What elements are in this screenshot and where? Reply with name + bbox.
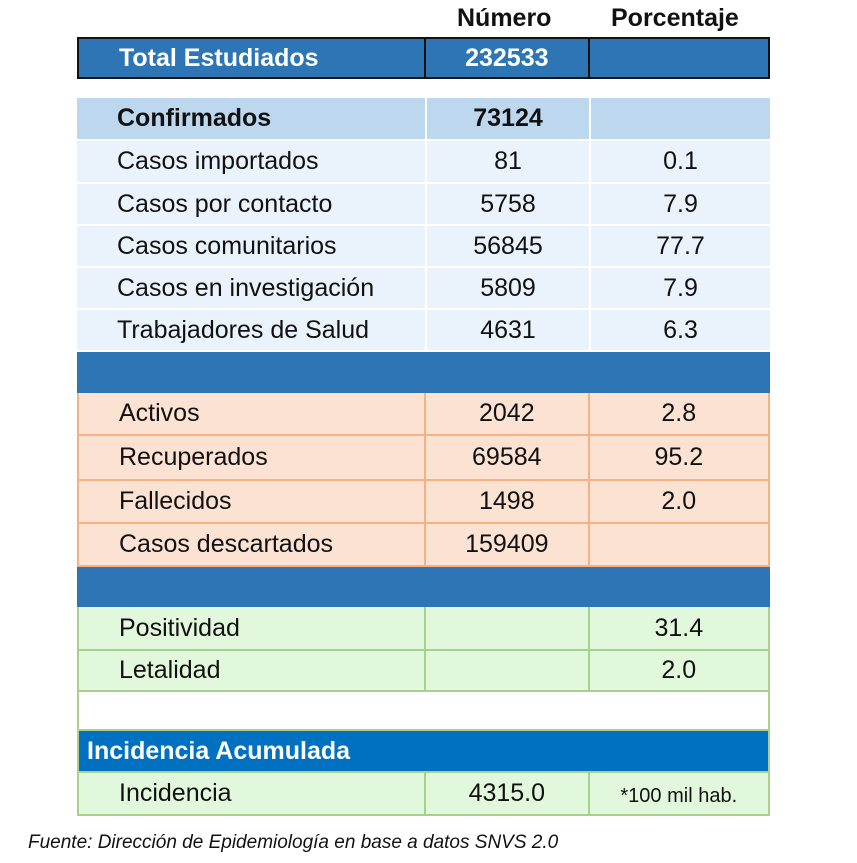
- row-numero: 1498: [426, 481, 590, 522]
- table-row: Activos 2042 2.8: [77, 393, 770, 436]
- row-porcentaje: 0.1: [663, 147, 698, 175]
- row-numero: 5809: [427, 268, 591, 308]
- row-numero: 73124: [427, 98, 591, 139]
- empty-row: [77, 692, 770, 731]
- table-row: Casos por contacto 5758 7.9: [77, 184, 770, 226]
- row-unit: *100 mil hab.: [620, 785, 738, 807]
- row-porcentaje: [590, 39, 768, 77]
- row-numero: 4631: [427, 310, 591, 350]
- row-numero: [426, 607, 590, 649]
- row-numero: [426, 651, 590, 690]
- section-title: Incidencia Acumulada: [87, 736, 351, 765]
- total-row: Total Estudiados 232533: [77, 37, 770, 79]
- row-label: Casos comunitarios: [77, 226, 427, 266]
- column-header-numero: Número: [457, 4, 552, 32]
- row-numero: 159409: [426, 524, 590, 565]
- row-porcentaje: 31.4: [654, 613, 704, 642]
- row-numero: 5758: [427, 184, 591, 224]
- row-porcentaje: 7.9: [663, 273, 698, 302]
- table-row: Recuperados 69584 95.2: [77, 436, 770, 481]
- row-porcentaje: 2.0: [661, 656, 697, 684]
- row-porcentaje: [590, 524, 768, 565]
- table-row: Casos descartados 159409: [77, 524, 770, 567]
- row-label: Fallecidos: [79, 481, 427, 522]
- table-row: Letalidad 2.0: [77, 651, 770, 692]
- row-label: Casos descartados: [79, 524, 427, 565]
- row-label: Casos en investigación: [77, 268, 427, 308]
- row-numero: 232533: [426, 39, 590, 77]
- column-header-porcentaje: Porcentaje: [611, 4, 739, 32]
- row-porcentaje: [591, 98, 770, 139]
- row-numero: 56845: [427, 226, 591, 266]
- row-numero: 2042: [426, 393, 590, 434]
- row-porcentaje: 2.0: [661, 487, 697, 515]
- row-label: Casos importados: [77, 141, 427, 182]
- row-label: Recuperados: [79, 436, 427, 479]
- row-porcentaje: 7.9: [663, 189, 698, 218]
- table-row: Casos en investigación 5809 7.9: [77, 268, 770, 310]
- section-separator: [77, 352, 770, 393]
- row-numero: 69584: [426, 436, 590, 479]
- table-row: Trabajadores de Salud 4631 6.3: [77, 310, 770, 352]
- row-numero: 4315.0: [426, 773, 590, 814]
- incidencia-row: Incidencia 4315.0 *100 mil hab.: [77, 773, 770, 816]
- row-porcentaje: 77.7: [656, 231, 705, 260]
- row-porcentaje: 2.8: [661, 399, 697, 427]
- section-separator: [77, 567, 770, 607]
- table-row: Positividad 31.4: [77, 607, 770, 651]
- row-label: Confirmados: [77, 98, 427, 139]
- row-label: Total Estudiados: [79, 39, 427, 77]
- row-numero: 81: [427, 141, 591, 182]
- incidencia-section-header: Incidencia Acumulada: [77, 731, 770, 773]
- table-row: Casos comunitarios 56845 77.7: [77, 226, 770, 268]
- confirmados-row: Confirmados 73124: [77, 98, 770, 141]
- row-label: Incidencia: [79, 773, 427, 814]
- row-label: Trabajadores de Salud: [77, 310, 427, 350]
- table-row: Fallecidos 1498 2.0: [77, 481, 770, 524]
- source-footnote: Fuente: Dirección de Epidemiología en ba…: [28, 832, 559, 853]
- row-porcentaje: 95.2: [654, 443, 704, 471]
- row-label: Activos: [79, 393, 427, 434]
- row-label: Positividad: [79, 607, 427, 649]
- row-porcentaje: 6.3: [663, 315, 698, 344]
- table-row: Casos importados 81 0.1: [77, 141, 770, 184]
- row-label: Casos por contacto: [77, 184, 427, 224]
- row-label: Letalidad: [79, 651, 427, 690]
